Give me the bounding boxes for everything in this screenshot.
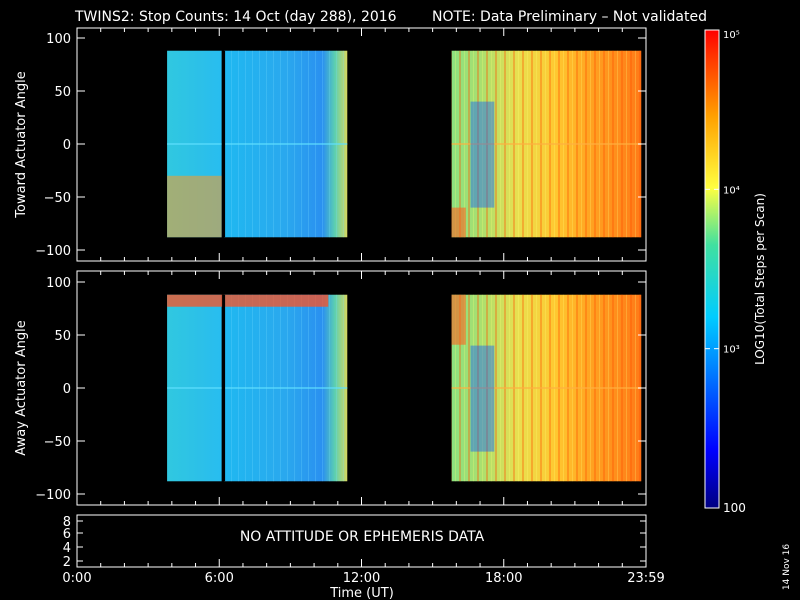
edge-feature xyxy=(451,207,466,238)
x-tick-label: 23:59 xyxy=(627,571,664,586)
y-tick-label: 0 xyxy=(63,138,71,153)
colorbar-label: LOG10(Total Steps per Scan) xyxy=(753,193,767,365)
colorbar-bar xyxy=(704,29,720,509)
x-tick-label: 12:00 xyxy=(343,571,380,586)
x-tick-label: 18:00 xyxy=(485,571,522,586)
colorbar-tick-label: 100 xyxy=(723,501,746,515)
y-tick-label: −100 xyxy=(35,244,71,259)
heatmap-panel-1: 100 50 0 −50 −100 Toward Actuator Angle xyxy=(14,27,647,262)
colorbar-tick-label: 10⁴ xyxy=(723,185,740,196)
y-tick-label: 4 xyxy=(63,541,71,556)
y-tick-label: 50 xyxy=(54,85,71,100)
low-count-band xyxy=(470,345,495,452)
chart-title: TWINS2: Stop Counts: 14 Oct (day 288), 2… xyxy=(74,9,397,25)
edge-feature xyxy=(167,294,329,307)
plot-frame xyxy=(76,514,647,568)
y-tick-label: −50 xyxy=(44,191,71,206)
y-tick-label: 6 xyxy=(63,527,71,542)
x-tick-label: 6:00 xyxy=(205,571,234,586)
y-tick-label: 50 xyxy=(54,329,71,344)
x-axis-label: Time (UT) xyxy=(329,586,394,600)
y-axis-label: Away Actuator Angle xyxy=(14,320,29,455)
heatmap-panel-2: 100 50 0 −50 −100 Away Actuator Angle xyxy=(14,270,647,506)
no-data-message: NO ATTITUDE OR EPHEMERIS DATA xyxy=(240,529,485,545)
colorbar-tick-label: 10³ xyxy=(723,345,740,356)
y-tick-label: 100 xyxy=(46,276,71,291)
data-gap-line xyxy=(222,50,226,238)
y-axis-label: Toward Actuator Angle xyxy=(14,71,29,218)
x-axis: 0:00 6:00 12:00 18:00 23:59 Time (UT) xyxy=(62,571,664,600)
y-tick-label: 0 xyxy=(63,382,71,397)
y-tick-label: −100 xyxy=(35,488,71,503)
y-tick-label: 8 xyxy=(63,515,71,530)
y-tick-label: −50 xyxy=(44,435,71,450)
colorbar: 10⁵ 10⁴ 10³ 100 LOG10(Total Steps per Scan) xyxy=(704,29,767,515)
y-tick-label: 2 xyxy=(63,555,71,570)
data-gap-line xyxy=(222,294,226,482)
y-tick-label: 100 xyxy=(46,32,71,47)
edge-feature xyxy=(451,294,466,345)
date-stamp: 14 Nov 16 xyxy=(782,544,792,590)
x-tick-label: 0:00 xyxy=(62,571,91,586)
title-group: TWINS2: Stop Counts: 14 Oct (day 288), 2… xyxy=(74,9,707,25)
edge-feature xyxy=(167,175,222,238)
preliminary-note: NOTE: Data Preliminary – Not validated xyxy=(432,9,707,25)
low-count-band xyxy=(470,101,495,208)
colorbar-tick-label: 10⁵ xyxy=(723,30,740,41)
